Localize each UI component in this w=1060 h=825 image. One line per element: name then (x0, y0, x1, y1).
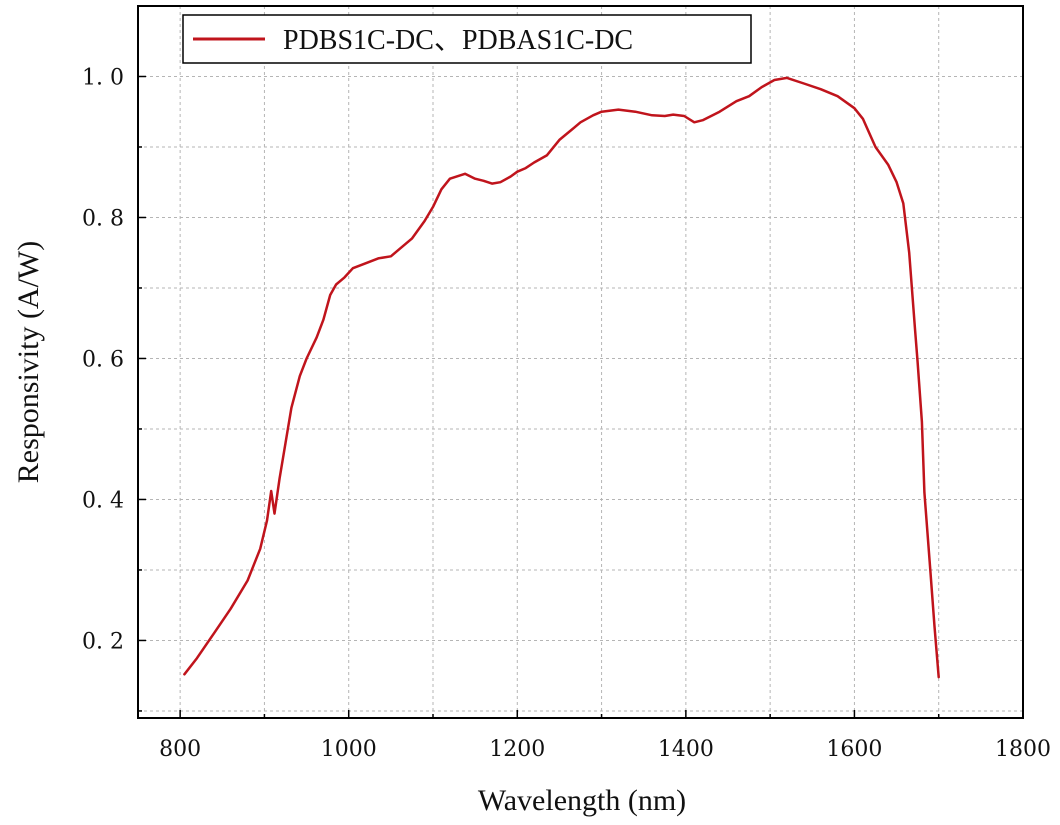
grid (138, 5, 1023, 718)
legend-label: PDBS1C-DC、PDBAS1C-DC (283, 25, 633, 56)
y-tick-label: 0. 4 (82, 488, 124, 513)
x-axis-title: Wavelength (nm) (478, 784, 686, 817)
series-layer (183, 76, 940, 679)
x-tick-label: 1000 (321, 737, 377, 762)
plot-frame (137, 5, 1024, 719)
x-tick-label: 1600 (826, 737, 882, 762)
y-tick-label: 1. 0 (82, 65, 124, 90)
y-axis-title: Responsivity (A/W) (12, 241, 45, 483)
y-tick-label: 0. 2 (82, 629, 124, 654)
legend-box (182, 14, 752, 64)
legend: PDBS1C-DC、PDBAS1C-DC (182, 14, 752, 64)
x-tick-label: 800 (159, 737, 201, 762)
y-tick-label: 0. 6 (82, 347, 124, 372)
series-line (183, 76, 940, 679)
y-tick-label: 0. 8 (82, 206, 124, 231)
ticks: 800 1000 1200 1400 1600 1800 0. 2 0. 4 0. 6 0. 8 1… (82, 5, 1051, 762)
x-tick-label: 1200 (489, 737, 545, 762)
x-tick-label: 1800 (995, 737, 1051, 762)
x-tick-label: 1400 (658, 737, 714, 762)
